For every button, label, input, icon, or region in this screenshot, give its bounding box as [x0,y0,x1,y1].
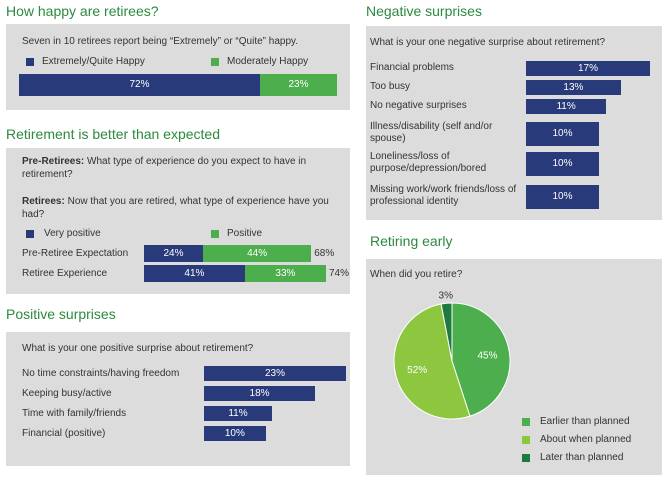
bar: 10% [526,152,599,176]
bar-category-label: Too busy [370,81,411,92]
bar-category-label: Illness/disability (self and/or spouse) [370,121,493,144]
bar-segment: 24% [144,245,204,262]
bar-category-label: Retiree Experience [22,268,108,279]
pie-legend: Earlier than planned About when planned La… [366,259,662,475]
bar-category-label: Pre-Retiree Expectation [22,248,129,259]
bar-segment: 41% [144,265,245,282]
bar: 10% [204,426,266,441]
legend-swatch-extremely-happy [26,58,34,66]
better-panel: Pre-Retirees: What type of experience do… [6,148,350,294]
bar: 13% [526,80,621,95]
bar-category-label: No negative surprises [370,100,467,111]
legend-swatch-very-positive [26,230,34,238]
positive-question: What is your one positive surprise about… [22,343,254,354]
positive-panel: What is your one positive surprise about… [6,332,350,466]
legend-label-very-positive: Very positive [44,228,101,239]
bar-category-label: No time constraints/having freedom [22,368,180,379]
legend-swatch-positive [211,230,219,238]
pie-legend-label: Later than planned [540,452,624,463]
bar-category-label: Loneliness/loss of purpose/depression/bo… [370,151,487,174]
legend-swatch-moderately-happy [211,58,219,66]
pie-slice [393,303,471,420]
negative-title: Negative surprises [366,3,482,19]
bar-category-label: Time with family/friends [22,408,127,419]
pie-legend-label: Earlier than planned [540,416,630,427]
pie-legend-swatch [522,436,530,444]
negative-bar-area: Financial problems 17% Too busy 13% No negat… [366,60,662,220]
bar-segment: 44% [203,245,312,262]
pie-slice-label: 3% [439,290,454,301]
positive-bar-area: No time constraints/having freedom 23% Kee… [6,366,350,446]
bar: 11% [204,406,272,421]
bar-category-label: Keeping busy/active [22,388,112,399]
better-title: Retirement is better than expected [6,126,221,142]
legend-label-extremely-happy: Extremely/Quite Happy [42,56,145,67]
bar-category-label: Financial (positive) [22,428,106,439]
bar: 10% [526,122,599,146]
happy-bar-area: 72% 23% [19,74,337,96]
happy-title: How happy are retirees? [6,3,159,19]
retire-timing-pie: 45% 52% 3% [393,290,511,420]
bar: 10% [526,185,599,209]
happy-panel: Seven in 10 retirees report being “Extre… [6,24,350,110]
pie-slice [451,302,511,417]
better-question-retirees: Retirees: Now that you are retired, what… [22,195,344,221]
legend-label-moderately-happy: Moderately Happy [227,56,309,67]
pre-retirees-label: Pre-Retirees: [22,156,85,167]
early-panel: When did you retire? 45% 52% 3% Earlier th… [366,259,662,475]
happy-bar-segment: 23% [260,74,337,96]
pie-legend-swatch [522,454,530,462]
early-title: Retiring early [370,233,453,249]
bar-total-label: 68% [314,248,335,259]
bar: 23% [204,366,346,381]
bar: 18% [204,386,316,401]
bar-category-label: Missing work/work friends/loss of profes… [370,184,517,207]
better-bar-area: Pre-Retiree Expectation 24% 44% 68% Retiree … [6,245,350,289]
happy-subtitle: Seven in 10 retirees report being “Extre… [22,36,299,47]
pie-slice [440,302,453,362]
better-question-pre: Pre-Retirees: What type of experience do… [22,155,344,181]
legend-label-positive: Positive [227,228,263,239]
pre-retirees-question: What type of experience do you expect to… [22,156,307,180]
pie-slice-label: 52% [407,365,427,376]
pie-legend-label: About when planned [540,434,632,445]
pie-legend-swatch [522,418,530,426]
happy-bar-segment: 72% [19,74,260,96]
negative-panel: What is your one negative surprise about… [366,26,662,220]
positive-title: Positive surprises [6,306,116,322]
negative-question: What is your one negative surprise about… [370,37,606,48]
bar: 11% [526,99,607,114]
bar-segment: 33% [244,265,326,282]
early-question: When did you retire? [370,269,463,280]
retirees-label: Retirees: [22,196,65,207]
bar-total-label: 74% [329,268,350,279]
bar-category-label: Financial problems [370,62,454,73]
pie-slice-label: 45% [478,350,498,361]
bar: 17% [526,61,650,76]
retirees-question: Now that you are retired, what type of e… [22,196,329,220]
